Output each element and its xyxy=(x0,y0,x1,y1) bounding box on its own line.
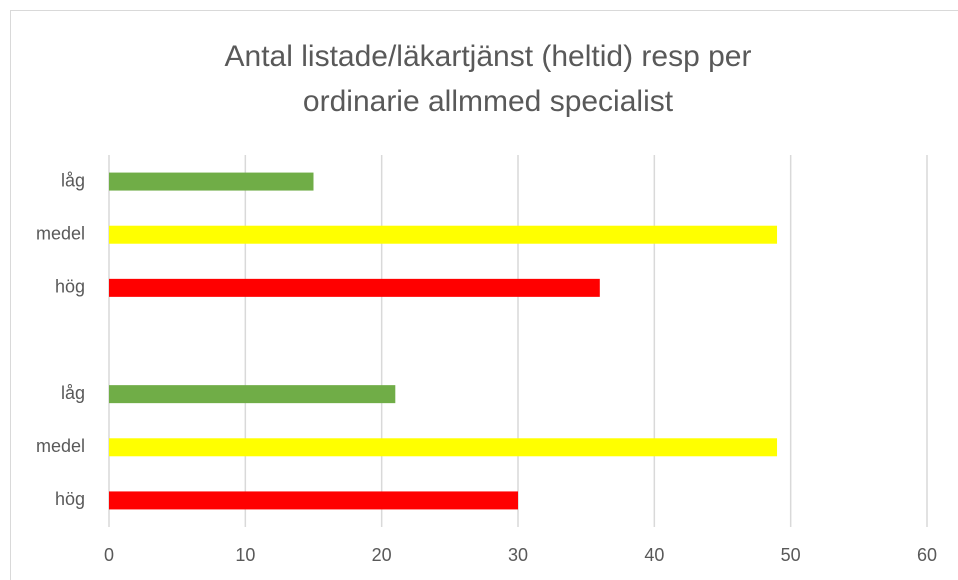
x-tick-label: 60 xyxy=(917,545,937,565)
bar xyxy=(109,225,778,244)
chart-title: Antal listade/läkartjänst (heltid) resp … xyxy=(225,40,752,73)
x-tick-label: 0 xyxy=(104,545,114,565)
bar xyxy=(109,172,314,191)
x-tick-label: 10 xyxy=(235,545,255,565)
x-tick-label: 40 xyxy=(644,545,664,565)
x-tick-label: 50 xyxy=(781,545,801,565)
bar xyxy=(109,491,518,510)
bar xyxy=(109,385,396,404)
bar xyxy=(109,278,600,297)
chart-title: ordinarie allmmed specialist xyxy=(303,85,674,118)
x-tick-label: 20 xyxy=(372,545,392,565)
bar xyxy=(109,438,778,457)
y-tick-label: låg xyxy=(61,170,85,190)
y-tick-label: låg xyxy=(61,383,85,403)
x-tick-label: 30 xyxy=(508,545,528,565)
y-tick-label: medel xyxy=(36,223,85,243)
y-tick-label: hög xyxy=(55,277,85,297)
y-tick-label: hög xyxy=(55,489,85,509)
y-tick-label: medel xyxy=(36,436,85,456)
